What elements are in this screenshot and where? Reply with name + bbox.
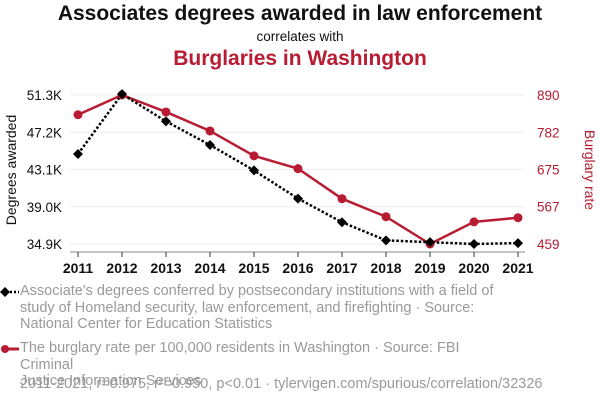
burglary-rate-point <box>513 213 523 223</box>
burglary-rate-point <box>249 151 259 161</box>
degrees-awarded-point <box>381 235 391 246</box>
y-left-tick-label: 47.2K <box>27 125 62 140</box>
x-tick-label: 2018 <box>370 260 401 276</box>
y-right-tick-label: 675 <box>537 162 560 177</box>
grid-lines <box>70 94 525 245</box>
degrees-awarded-point <box>513 238 523 249</box>
x-tick-label: 2019 <box>414 260 445 276</box>
x-tick-label: 2016 <box>282 260 313 276</box>
degrees-awarded-point <box>293 193 303 204</box>
legend-text-line: The burglary rate per 100,000 residents … <box>20 340 460 373</box>
chart-subtitle: correlates with <box>256 29 344 44</box>
degrees-awarded-point <box>337 217 347 228</box>
x-tick-label: 2012 <box>106 260 137 276</box>
degrees-awarded-point <box>249 165 259 176</box>
chart-title-secondary: Burglaries in Washington <box>173 47 427 70</box>
burglary-rate-point <box>293 164 303 174</box>
legend-text-line: study of Homeland security, law enforcem… <box>20 299 475 316</box>
degrees-awarded-point <box>425 237 435 248</box>
legend-text-line: Justice Information Services <box>20 373 202 389</box>
y-right-tick-label: 890 <box>537 88 560 103</box>
x-tick-label: 2017 <box>326 260 357 276</box>
degrees-awarded-point <box>73 149 83 160</box>
burglary-rate-point <box>205 126 215 136</box>
burglary-rate-point <box>337 194 347 204</box>
y-right-tick-label: 459 <box>537 237 560 252</box>
y-right-axis-title: Burglary rate <box>582 130 598 210</box>
footer-stats: 2011-2021, r=0.975, r²=0.950, p<0.01 · t… <box>20 376 543 392</box>
y-right-tick-label: 782 <box>537 125 560 140</box>
legend-item-degrees: Associate's degrees conferred by postsec… <box>0 283 500 333</box>
diamond-dotted-line-icon <box>0 287 19 297</box>
burglary-rate-point <box>73 110 83 120</box>
burglary-rate-point <box>161 107 171 117</box>
y-left-tick-label: 34.9K <box>27 237 62 252</box>
burglary-rate-point <box>381 212 391 222</box>
y-right-tick-label: 567 <box>537 200 560 215</box>
degrees-awarded-point <box>117 89 127 100</box>
circle-line-icon <box>1 345 19 353</box>
burglary-rate-point <box>469 217 479 227</box>
y-left-tick-label: 39.0K <box>27 200 62 215</box>
y-left-tick-label: 51.3K <box>27 88 62 103</box>
x-tick-label: 2013 <box>150 260 181 276</box>
legend-text-line: Associate's degrees conferred by postsec… <box>20 283 494 299</box>
x-tick-label: 2020 <box>458 260 489 276</box>
degrees-awarded-point <box>469 239 479 249</box>
series-markers <box>73 89 523 249</box>
legend-text-line: National Center for Education Statistics <box>20 316 273 332</box>
x-tick-label: 2014 <box>194 260 225 276</box>
degrees-awarded-point <box>161 116 171 127</box>
axes: 51.3K 47.2K 43.1K 39.0K 34.9K 890 782 675 567 459… <box>3 88 598 276</box>
x-tick-label: 2011 <box>63 260 94 276</box>
degrees-awarded-point <box>205 139 215 150</box>
x-tick-label: 2015 <box>238 260 269 276</box>
legend-item-burglary: The burglary rate per 100,000 residents … <box>1 340 500 390</box>
line-chart: 51.3K 47.2K 43.1K 39.0K 34.9K 890 782 675 567 459… <box>3 88 598 276</box>
chart-title: Associates degrees awarded in law enforc… <box>57 2 543 25</box>
x-tick-label: 2021 <box>502 260 533 276</box>
y-left-tick-label: 43.1K <box>27 163 62 178</box>
y-left-axis-title: Degrees awarded <box>3 115 19 226</box>
